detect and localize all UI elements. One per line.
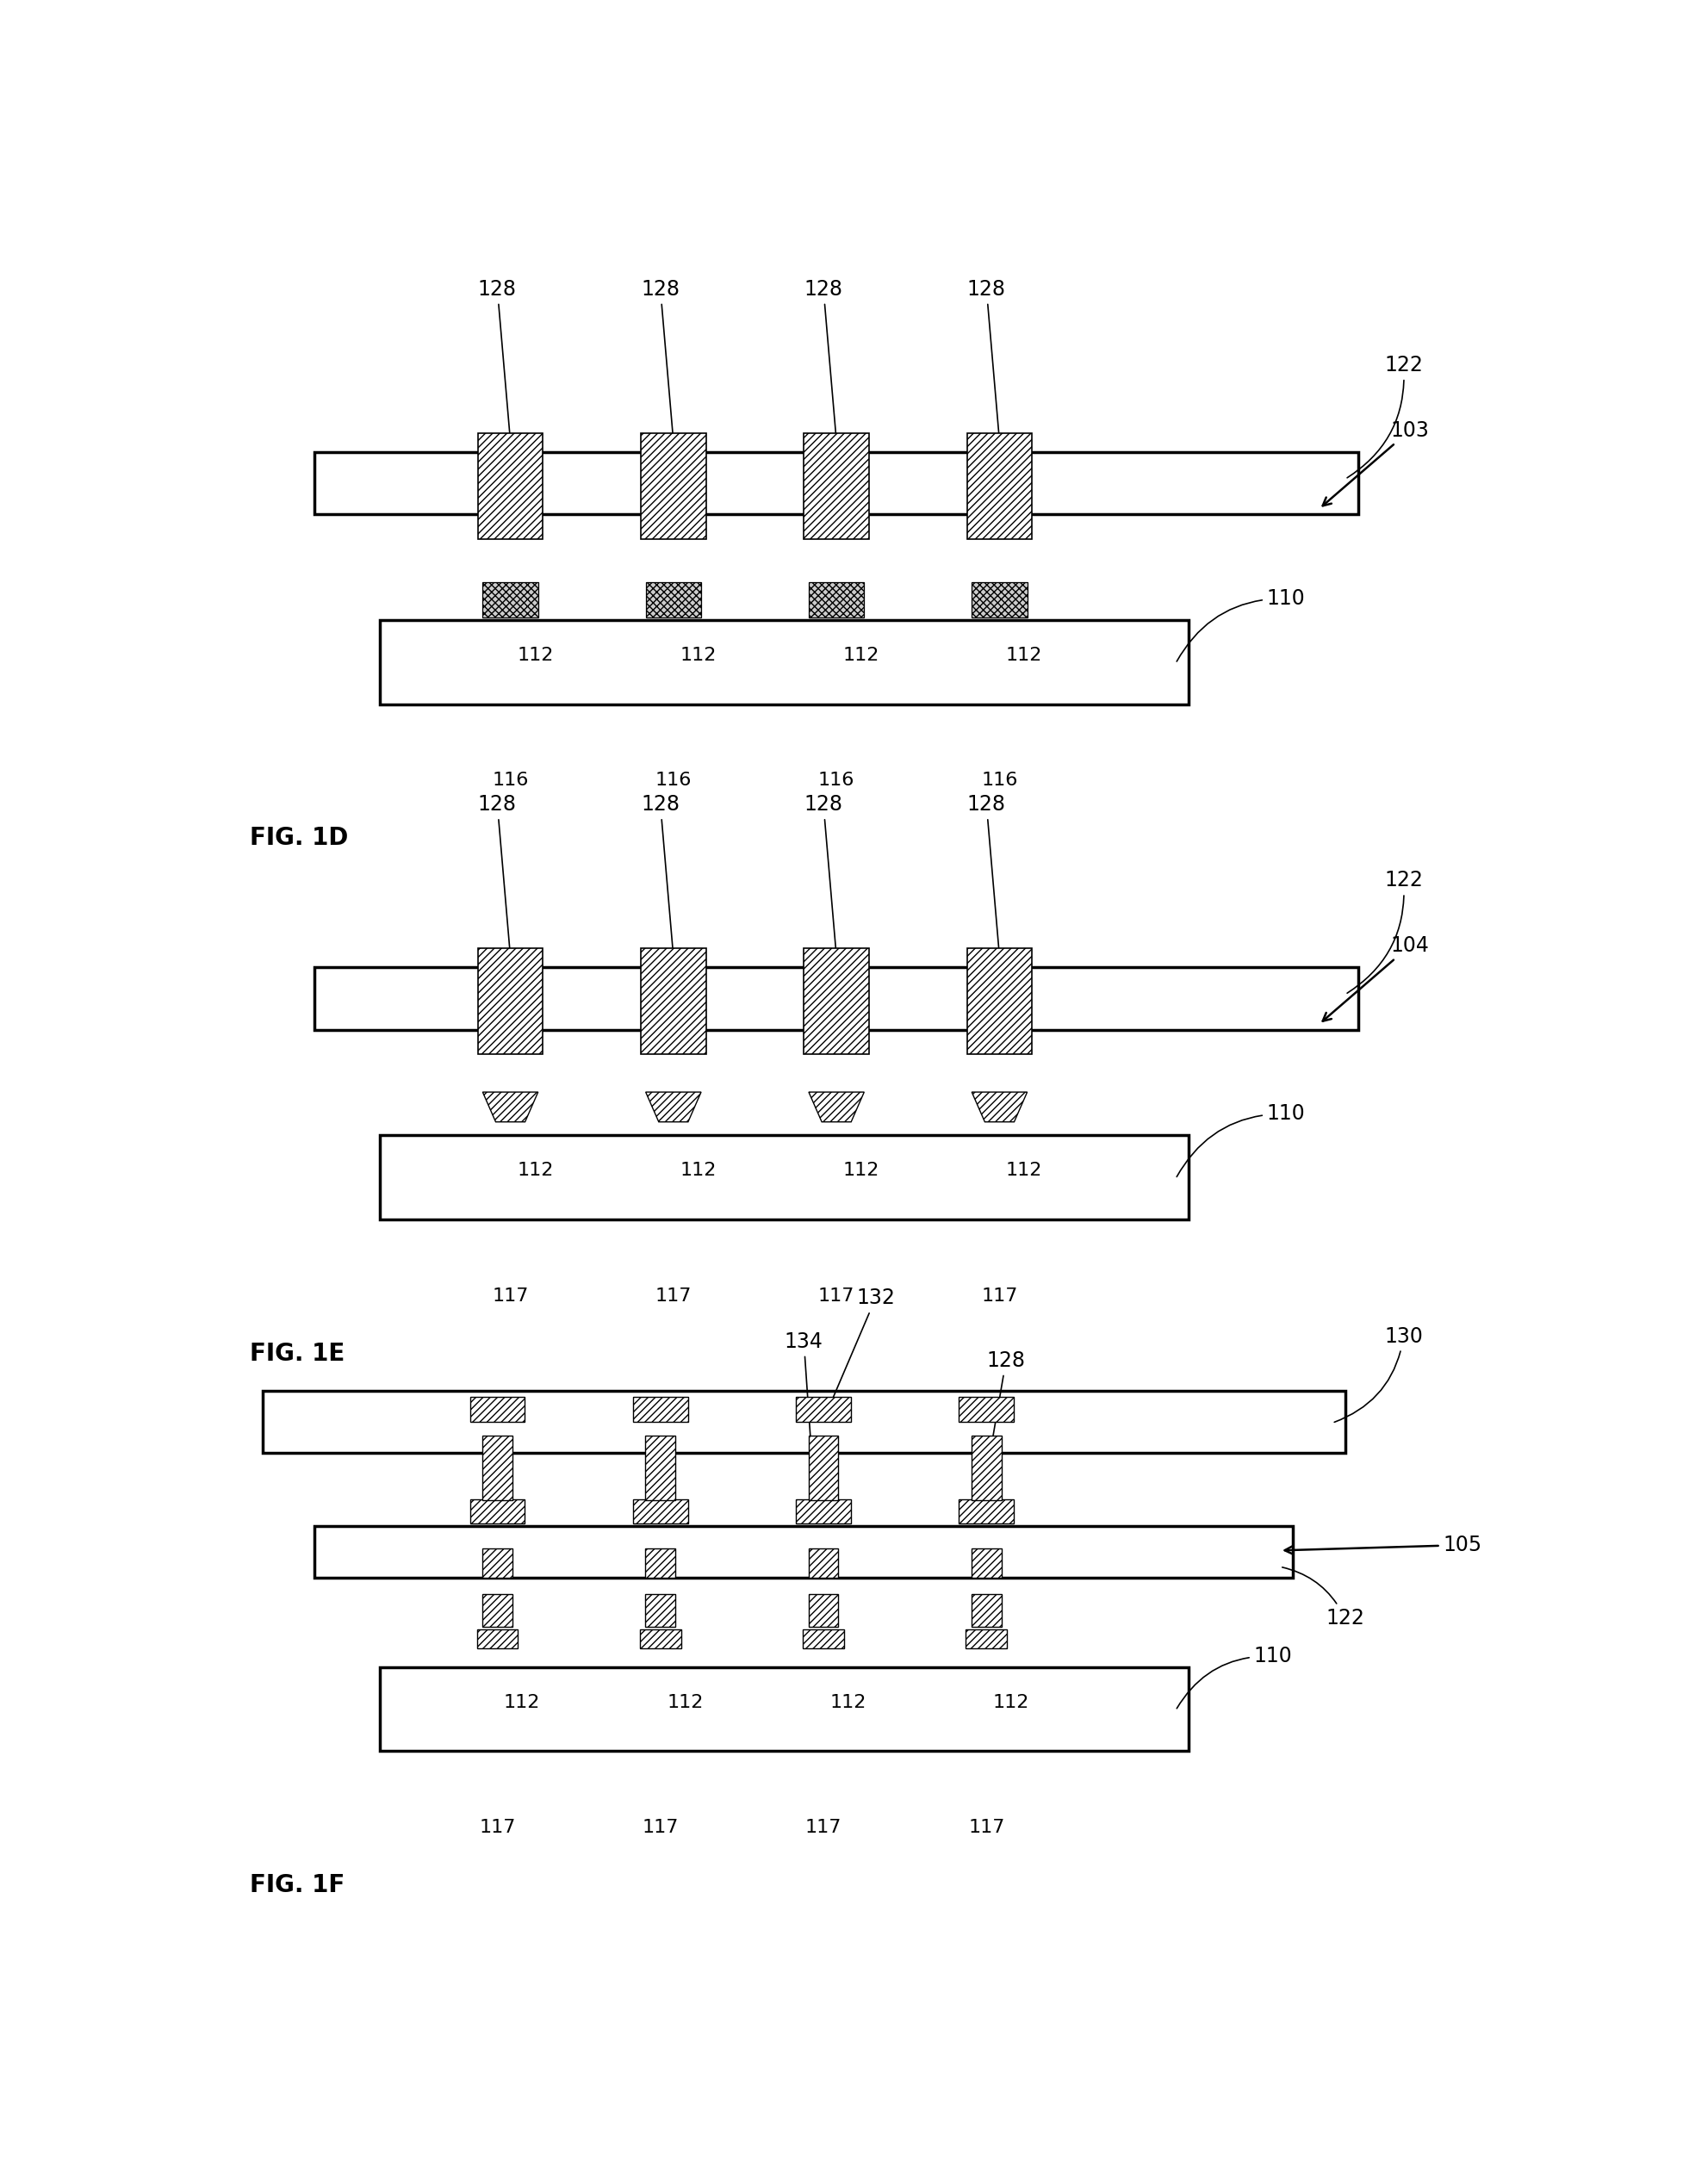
Bar [803, 1629, 843, 1649]
Bar [966, 948, 1032, 1055]
Bar [971, 1594, 1001, 1627]
Bar [380, 620, 1188, 703]
Bar [470, 1398, 525, 1422]
Bar [796, 1498, 852, 1524]
Text: 130: 130 [1335, 1326, 1422, 1422]
Text: 128: 128 [641, 280, 680, 439]
Text: 128: 128 [478, 795, 517, 954]
Text: 112: 112 [843, 646, 880, 664]
Text: 117: 117 [818, 1286, 855, 1304]
Text: 103: 103 [1323, 419, 1429, 507]
Bar [808, 1435, 838, 1500]
Text: 112: 112 [680, 1162, 717, 1179]
Text: 117: 117 [968, 1819, 1005, 1837]
Bar [645, 1435, 675, 1500]
Text: 122: 122 [1282, 1568, 1365, 1629]
Bar [966, 432, 1032, 539]
Bar [808, 1548, 838, 1579]
Text: 128: 128 [804, 280, 843, 439]
Text: 117: 117 [655, 1286, 692, 1304]
Text: 128: 128 [968, 795, 1006, 954]
Bar [959, 1498, 1013, 1524]
Bar [478, 432, 544, 539]
Text: 128: 128 [804, 795, 843, 954]
Text: 116: 116 [818, 771, 855, 788]
Text: 122: 122 [1346, 354, 1422, 478]
Bar [633, 1398, 688, 1422]
Text: 110: 110 [1176, 1103, 1306, 1177]
Text: 112: 112 [503, 1695, 540, 1710]
Bar [641, 948, 707, 1055]
Bar [810, 583, 863, 618]
Polygon shape [483, 1092, 539, 1123]
Bar [796, 1398, 852, 1422]
Bar [633, 1498, 688, 1524]
Bar [646, 583, 702, 618]
Text: 112: 112 [517, 1162, 554, 1179]
Text: 112: 112 [666, 1695, 703, 1710]
Text: 116: 116 [655, 771, 692, 788]
Bar [640, 1629, 682, 1649]
Bar [476, 1629, 518, 1649]
Bar [380, 1666, 1188, 1752]
Text: 104: 104 [1323, 935, 1429, 1022]
Text: 128: 128 [968, 280, 1006, 439]
Bar [483, 1548, 512, 1579]
Text: 117: 117 [804, 1819, 842, 1837]
Bar [483, 583, 539, 618]
Polygon shape [646, 1092, 702, 1123]
Text: 112: 112 [830, 1695, 867, 1710]
Polygon shape [971, 1092, 1027, 1123]
Text: 132: 132 [825, 1289, 895, 1417]
Bar [971, 583, 1027, 618]
Text: 134: 134 [784, 1332, 823, 1472]
Bar [808, 1594, 838, 1627]
Bar [971, 1435, 1001, 1500]
Text: FIG. 1E: FIG. 1E [249, 1341, 345, 1365]
Text: 112: 112 [843, 1162, 880, 1179]
Bar [804, 432, 868, 539]
Bar [804, 948, 868, 1055]
Text: FIG. 1D: FIG. 1D [249, 826, 348, 850]
Bar [263, 1391, 1345, 1452]
Text: 110: 110 [1176, 1647, 1293, 1708]
Text: FIG. 1F: FIG. 1F [249, 1874, 345, 1898]
Bar [478, 948, 544, 1055]
Bar [315, 968, 1358, 1029]
Bar [483, 1435, 512, 1500]
Text: 117: 117 [491, 1286, 528, 1304]
Text: 105: 105 [1284, 1535, 1481, 1555]
Bar [645, 1594, 675, 1627]
Bar [470, 1498, 525, 1524]
Text: 117: 117 [981, 1286, 1018, 1304]
Polygon shape [810, 1092, 863, 1123]
Text: 128: 128 [641, 795, 680, 954]
Bar [959, 1398, 1013, 1422]
Bar [380, 1136, 1188, 1219]
Text: 128: 128 [986, 1350, 1025, 1472]
Bar [315, 452, 1358, 515]
Bar [966, 1629, 1006, 1649]
Text: 112: 112 [1006, 646, 1042, 664]
Bar [315, 1527, 1293, 1577]
Text: 122: 122 [1346, 869, 1422, 994]
Text: 112: 112 [517, 646, 554, 664]
Text: 117: 117 [480, 1819, 515, 1837]
Text: 116: 116 [981, 771, 1018, 788]
Bar [483, 1594, 512, 1627]
Text: 112: 112 [1006, 1162, 1042, 1179]
Text: 110: 110 [1176, 587, 1306, 662]
Text: 117: 117 [643, 1819, 678, 1837]
Text: 128: 128 [478, 280, 517, 439]
Bar [971, 1548, 1001, 1579]
Bar [641, 432, 707, 539]
Text: 112: 112 [680, 646, 717, 664]
Text: 112: 112 [993, 1695, 1030, 1710]
Bar [645, 1548, 675, 1579]
Text: 116: 116 [491, 771, 528, 788]
